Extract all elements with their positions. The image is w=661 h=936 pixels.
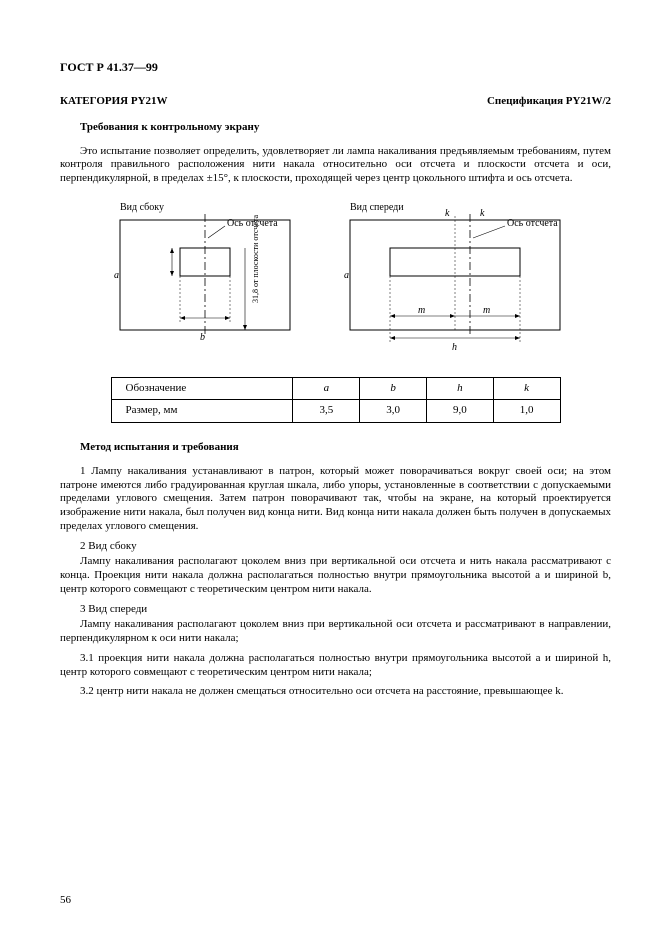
- doc-number: ГОСТ Р 41.37—99: [60, 60, 611, 75]
- dim-m2: m: [483, 305, 490, 316]
- method-p1: 1 Лампу накаливания устанавливают в патр…: [60, 465, 611, 534]
- front-view-label: Вид спереди: [350, 202, 404, 213]
- diagrams-block: Вид сбоку Ось отсчета a: [100, 198, 611, 363]
- dim-k2: k: [480, 208, 485, 219]
- col-k: k: [493, 377, 560, 400]
- dim-a-side: a: [114, 270, 119, 281]
- spec-table: Обозначение a b h k Размер, мм 3,5 3,0 9…: [111, 377, 561, 424]
- val-a: 3,5: [293, 400, 360, 423]
- method-p31: 3.1 проекция нити накала должна располаг…: [60, 652, 611, 680]
- dim-h: h: [452, 342, 457, 353]
- method-p3: 3 Вид спереди: [60, 603, 611, 617]
- page-number: 56: [60, 894, 71, 908]
- dim-a-front: a: [344, 270, 349, 281]
- category-row: КАТЕГОРИЯ PY21W Спецификация PY21W/2: [60, 95, 611, 109]
- table-row-label-2: Размер, мм: [111, 400, 293, 423]
- heading-method: Метод испытания и требования: [80, 441, 611, 455]
- dim-m1: m: [418, 305, 425, 316]
- col-h: h: [426, 377, 493, 400]
- spec-diagram: Вид сбоку Ось отсчета a: [100, 198, 570, 358]
- vert-note: 31,8 от плоскости отсчета: [251, 214, 260, 302]
- heading-requirements: Требования к контрольному экрану: [80, 121, 611, 135]
- val-h: 9,0: [426, 400, 493, 423]
- col-a: a: [293, 377, 360, 400]
- side-view-label: Вид сбоку: [120, 202, 164, 213]
- method-p2b: Лампу накаливания располагают цоколем вн…: [60, 555, 611, 596]
- method-p2: 2 Вид сбоку: [60, 540, 611, 554]
- axis-label-front: Ось отсчета: [507, 218, 558, 229]
- val-b: 3,0: [360, 400, 427, 423]
- method-p3b: Лампу накаливания располагают цоколем вн…: [60, 618, 611, 646]
- dim-b: b: [200, 332, 205, 343]
- val-k: 1,0: [493, 400, 560, 423]
- col-b: b: [360, 377, 427, 400]
- intro-paragraph: Это испытание позволяет определить, удов…: [60, 145, 611, 186]
- category-right: Спецификация PY21W/2: [487, 95, 611, 109]
- method-p32: 3.2 центр нити накала не должен смещатьс…: [60, 685, 611, 699]
- category-left: КАТЕГОРИЯ PY21W: [60, 95, 168, 109]
- table-row-label-1: Обозначение: [111, 377, 293, 400]
- dim-k1: k: [445, 208, 450, 219]
